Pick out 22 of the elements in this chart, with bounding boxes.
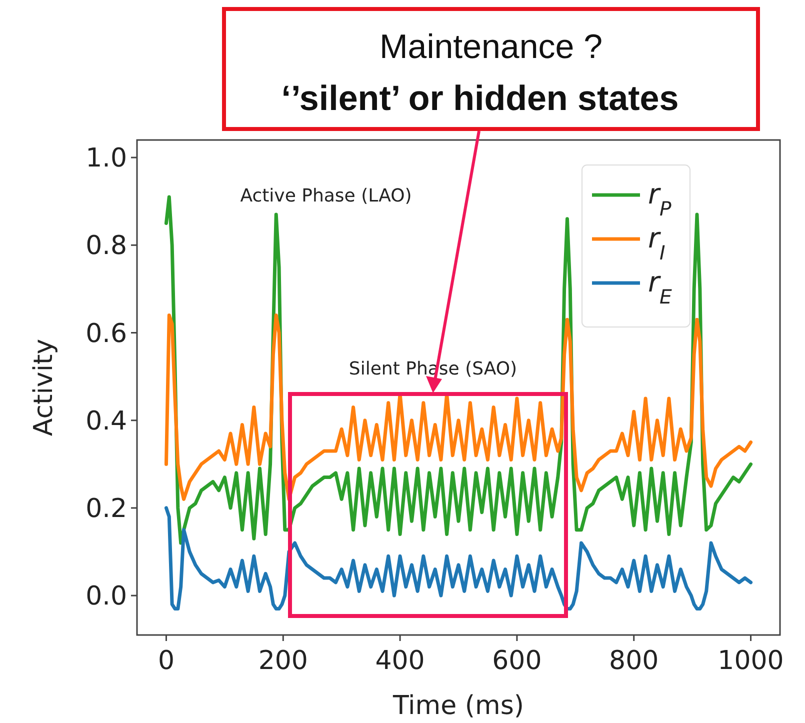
annotation: Active Phase (LAO) bbox=[240, 185, 412, 206]
x-tick-label: 1000 bbox=[718, 646, 784, 676]
line-series bbox=[164, 313, 753, 501]
y-axis-title: Activity bbox=[29, 338, 59, 436]
legend-label: r$_{I}$ bbox=[648, 221, 666, 264]
y-tick-label: 0.0 bbox=[86, 582, 127, 612]
x-tick-label: 200 bbox=[258, 646, 308, 676]
y-tick-label: 0.6 bbox=[86, 318, 127, 349]
x-tick-label: 600 bbox=[492, 646, 542, 676]
legend-label: r$_{P}$ bbox=[648, 177, 672, 220]
legend-label: r$_{E}$ bbox=[648, 265, 673, 308]
y-tick-label: 0.2 bbox=[86, 494, 127, 524]
text: ‘’silent’ or hidden states bbox=[281, 79, 679, 118]
y-tick-label: 1.0 bbox=[86, 144, 127, 174]
x-tick-label: 0 bbox=[158, 646, 174, 676]
text: Maintenance ? bbox=[379, 28, 603, 66]
line-series bbox=[164, 506, 753, 610]
x-tick-label: 800 bbox=[609, 646, 659, 676]
y-tick-label: 0.8 bbox=[86, 231, 127, 262]
x-tick-label: 400 bbox=[375, 646, 425, 676]
y-tick-label: 0.4 bbox=[86, 406, 127, 436]
x-axis-title: Time (ms) bbox=[392, 691, 524, 721]
